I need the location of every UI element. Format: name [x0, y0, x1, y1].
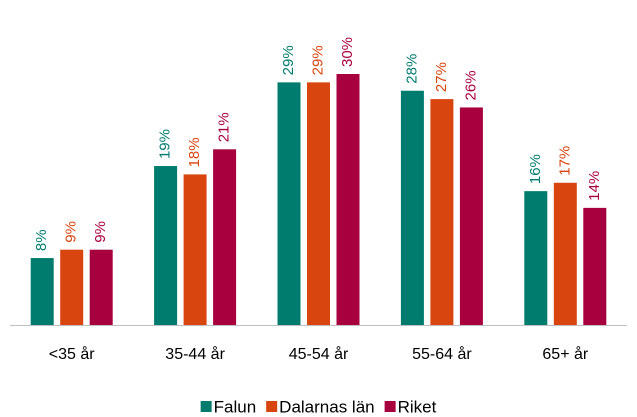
- data-label: 17%: [556, 146, 573, 176]
- legend-swatch: [384, 401, 396, 412]
- bar: [277, 82, 301, 325]
- x-tick-label: <35 år: [49, 345, 95, 363]
- bar: [60, 249, 84, 325]
- bar: [336, 74, 360, 325]
- legend-label: Dalarnas län: [279, 397, 374, 416]
- data-label: 9%: [63, 221, 80, 243]
- legend-label: Riket: [398, 397, 437, 416]
- data-label: 21%: [216, 112, 233, 142]
- legend-swatch: [200, 401, 212, 412]
- x-tick-label: 45-54 år: [289, 345, 349, 363]
- data-label: 29%: [309, 45, 326, 75]
- legend-swatch: [266, 401, 278, 412]
- bar: [583, 207, 607, 325]
- x-tick-label: 65+ år: [542, 345, 588, 363]
- bar: [400, 90, 424, 325]
- bar: [524, 191, 548, 325]
- bar: [89, 249, 113, 325]
- bar: [213, 149, 237, 325]
- data-label: 29%: [280, 45, 297, 75]
- data-label: 16%: [527, 154, 544, 184]
- data-label: 30%: [339, 37, 356, 67]
- data-label: 18%: [186, 137, 203, 167]
- data-label: 14%: [586, 171, 603, 201]
- bar: [459, 107, 483, 325]
- data-label: 9%: [92, 221, 109, 243]
- x-tick-label: 35-44 år: [165, 345, 225, 363]
- bar: [183, 174, 207, 325]
- data-label: 8%: [33, 229, 50, 251]
- data-label: 26%: [462, 70, 479, 100]
- data-label: 27%: [433, 62, 450, 92]
- data-label: 28%: [403, 54, 420, 84]
- bar: [307, 82, 330, 325]
- data-label: 19%: [157, 129, 174, 159]
- x-tick-label: 55-64 år: [412, 345, 472, 363]
- bar: [553, 182, 577, 325]
- legend-label: Falun: [214, 397, 257, 416]
- bar: [154, 166, 178, 325]
- bar: [30, 258, 54, 325]
- bar: [430, 99, 454, 325]
